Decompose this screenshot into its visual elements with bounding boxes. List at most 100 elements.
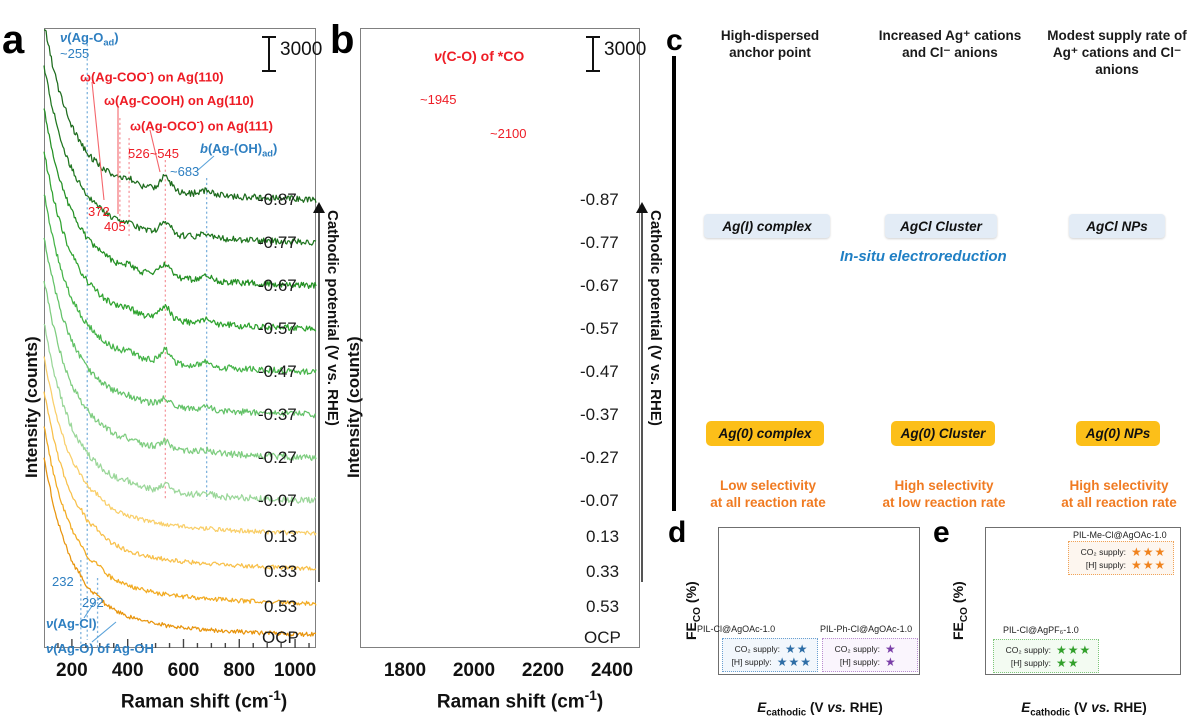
annotation-232: 232 [52,574,74,589]
panel-d-series-label: PIL-Ph-Cl@AgOAc-1.0 [820,624,913,634]
legend-stars: ★ [885,641,897,656]
panel-c-bottom-tag: Ag(0) Cluster [891,421,995,446]
panel-c-selectivity: High selectivity at low reaction rate [882,478,1006,510]
annotation-292: 292 [82,595,104,610]
panel-e-series-label: PIL-Me-Cl@AgOAc-1.0 [1073,530,1167,540]
potential-label: -0.57 [258,319,297,338]
panel-b-cathodic-arrow-line [641,212,643,582]
potential-label: -0.27 [580,448,619,467]
potential-label: -0.87 [580,190,619,209]
legend-row: [H] supply: ★ [828,655,912,668]
annotation-2100: ~2100 [490,126,527,141]
legend-row: [H] supply: ★★★ [1074,558,1168,571]
panel-e-series-label: PIL-Cl@AgPF₆-1.0 [1003,625,1079,635]
panel-c-heading: High-dispersed anchor point [720,28,820,60]
potential-label: -0.77 [258,233,297,252]
panel-a-scalebar-label: 3000 [280,39,323,60]
potential-label: -0.67 [258,276,297,295]
potential-label: 0.33 [586,562,620,581]
panel-b-plot-frame [360,28,640,648]
legend-stars: ★ [885,654,897,669]
annotation-405: 405 [104,219,126,234]
panel-a-letter: a [2,18,25,62]
potential-label: -0.07 [258,491,297,510]
potential-label: OCP [584,628,621,647]
x-tick: 600 [167,660,200,681]
panel-a-plot-frame [44,28,316,648]
annotation-ag-cooh-110: ω(Ag-COOH) on Ag(110) [104,93,254,108]
x-tick: 400 [111,660,144,681]
annotation-372: 372 [88,204,110,219]
annotation-1945: ~1945 [420,92,457,107]
legend-stars: ★★★ [1131,557,1167,572]
annotation-ag-oco-111: ω(Ag-OCO-) on Ag(111) [130,117,273,134]
panel-a-x-axis-label: Raman shift (cm-1) [120,688,288,713]
panel-c-top-tag: AgCl Cluster [885,214,997,238]
panel-c-top-tag: Ag(I) complex [704,214,830,238]
panel-e-y-axis-label: FECO (%) [950,581,970,640]
legend-label: CO₂ supply: [1005,644,1051,655]
legend-label: [H] supply: [1085,559,1126,570]
potential-label: -0.57 [580,319,619,338]
legend-stars: ★★★ [1131,544,1167,559]
panel-b-x-axis-label: Raman shift (cm-1) [436,688,604,713]
panel-c-heading: Modest supply rate of Ag⁺ cations and Cl… [1047,28,1187,77]
legend-label: CO₂ supply: [734,643,780,654]
potential-label: 0.33 [264,562,298,581]
potential-label: -0.37 [258,405,297,424]
potential-label: -0.87 [258,190,297,209]
annotation-ag-o-agoh: ν(Ag-O) of Ag-OH [46,641,154,656]
x-tick: 1000 [273,660,317,681]
panel-c-selectivity: High selectivity at all reaction rate [1061,478,1177,510]
legend-row: [H] supply: ★★ [999,656,1093,669]
annotation-ag-cl: ν(Ag-Cl) [46,616,97,631]
panel-c-heading: Increased Ag⁺ cations and Cl⁻ anions [878,28,1022,60]
potential-label: -0.47 [258,362,297,381]
panel-c-process-label: In-situ electroreduction [840,248,1007,265]
potential-label: -0.67 [580,276,619,295]
potential-label: -0.27 [258,448,297,467]
potential-label: -0.37 [580,405,619,424]
panel-b-scalebar-label: 3000 [604,39,647,60]
panel-d-series-label: PIL-Cl@AgOAc-1.0 [697,624,776,634]
annotation-b-ag-oh-ad: b(Ag-(OH)ad) [200,141,278,159]
legend-label: [H] supply: [731,656,772,667]
potential-label: OCP [262,628,299,647]
annotation-683: ~683 [170,164,200,179]
annotation-ag-o-ad: ν(Ag-Oad) [60,30,119,48]
legend-stars: ★★ [1056,655,1080,670]
legend-row: CO₂ supply: ★ [828,642,912,655]
potential-label: 0.53 [586,597,620,616]
panel-b-cathodic-arrowhead [636,202,648,213]
x-tick: 200 [56,660,88,681]
panel-c-letter: c [666,24,683,57]
panel-c-bottom-tag: Ag(0) complex [706,421,824,446]
panel-a-cathodic-arrowhead [313,202,325,213]
legend-stars: ★★★ [1056,642,1092,657]
legend-label: [H] supply: [1010,657,1051,668]
x-tick: 1800 [383,660,427,681]
panel-d-x-axis-label: Ecathodic (V vs. RHE) [757,700,883,719]
panel-c-divider [672,56,676,511]
potential-label: -0.07 [580,491,619,510]
legend-row: CO₂ supply: ★★ [728,642,812,655]
legend-label: CO₂ supply: [1080,546,1126,557]
potential-label: 0.53 [264,597,298,616]
annotation-255: ~255 [60,46,90,61]
legend-label: [H] supply: [839,656,880,667]
legend-row: CO₂ supply: ★★★ [1074,545,1168,558]
panel-e-legend-green: CO₂ supply: ★★★ [H] supply: ★★ [993,639,1099,673]
potential-label: -0.47 [580,362,619,381]
x-tick: 2400 [590,660,634,681]
legend-row: [H] supply: ★★★ [728,655,812,668]
legend-stars: ★★★ [776,654,812,669]
panel-c-selectivity: Low selectivity at all reaction rate [710,478,826,510]
potential-label: 0.13 [586,527,620,546]
panel-d-letter: d [668,516,687,549]
panel-e-x-axis-label: Ecathodic (V vs. RHE) [1021,700,1147,719]
panel-c-bottom-tag: Ag(0) NPs [1076,421,1160,446]
panel-d-legend-purple: CO₂ supply: ★ [H] supply: ★ [822,638,918,672]
panel-a-cathodic-arrow-line [318,212,320,582]
